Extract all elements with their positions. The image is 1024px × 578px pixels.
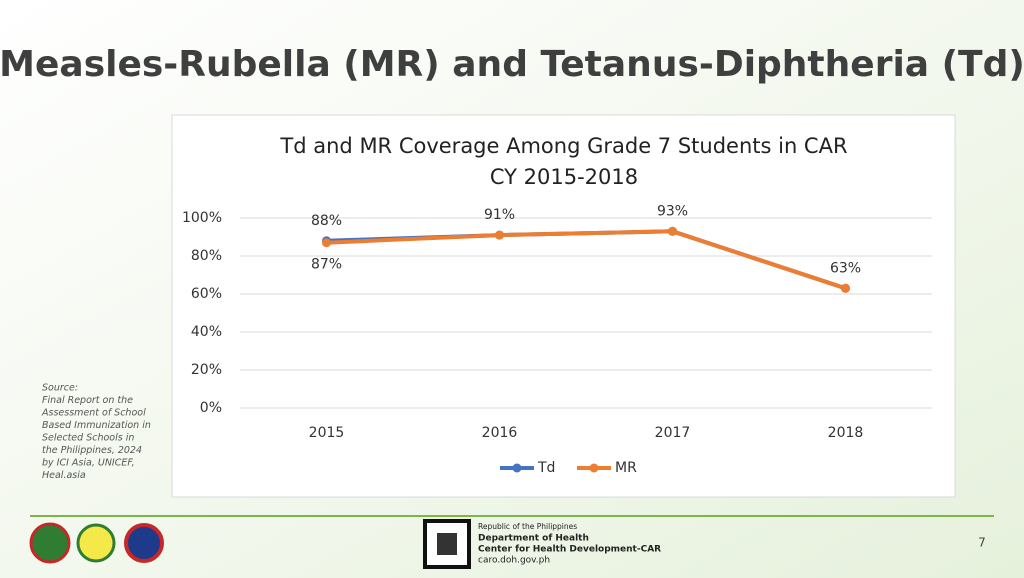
- source-line: Source:: [42, 383, 78, 394]
- page-number: 7: [978, 536, 986, 550]
- legend-swatch: [512, 463, 522, 473]
- footer-line: Department of Health: [478, 534, 589, 544]
- x-tick-label: 2017: [655, 425, 691, 441]
- source-line: Heal.asia: [42, 470, 86, 481]
- data-label: 91%: [484, 207, 515, 223]
- marker: [668, 226, 677, 236]
- y-tick-label: 20%: [191, 362, 222, 378]
- source-line: Final Report on the: [42, 395, 133, 406]
- marker: [495, 230, 504, 240]
- source-line: Assessment of School: [41, 408, 146, 419]
- legend-swatch: [589, 463, 599, 473]
- source-line: by ICI Asia, UNICEF,: [42, 458, 135, 469]
- line: [326, 229, 847, 291]
- source-line: Based Immunization in: [42, 420, 151, 431]
- footer-line: Republic of the Philippines: [478, 522, 577, 531]
- legend-label: MR: [615, 460, 637, 476]
- footer-line: Center for Health Development-CAR: [478, 545, 661, 555]
- x-tick-label: 2015: [309, 425, 345, 441]
- source-line: the Philippines, 2024: [42, 445, 142, 456]
- data-label: 88%: [311, 213, 342, 229]
- logo: [76, 523, 116, 563]
- logo: [29, 522, 71, 564]
- logo: [124, 523, 164, 563]
- slide-title: Measles-Rubella (MR) and Tetanus-Diphthe…: [0, 44, 1024, 85]
- y-tick-label: 0%: [200, 400, 222, 416]
- chart-frame: [171, 114, 956, 498]
- source-line: Selected Schools in: [42, 433, 134, 444]
- y-tick-label: 100%: [182, 210, 222, 226]
- data-label: 93%: [657, 203, 688, 219]
- source-note: Source:Final Report on the Assessment of …: [41, 383, 151, 482]
- marker: [322, 238, 331, 248]
- y-tick-label: 40%: [191, 324, 222, 340]
- qr-code: [437, 533, 457, 555]
- data-label: 87%: [311, 257, 342, 273]
- legend-label: Td: [537, 460, 555, 476]
- chart-subtitle: CY 2015-2018: [490, 165, 638, 189]
- data-label: 63%: [830, 260, 861, 276]
- marker: [841, 283, 850, 293]
- y-tick-label: 60%: [191, 286, 222, 302]
- y-tick-label: 80%: [191, 248, 222, 264]
- x-tick-label: 2016: [482, 425, 518, 441]
- chart-title: Td and MR Coverage Among Grade 7 Student…: [279, 134, 847, 158]
- x-tick-label: 2018: [828, 425, 864, 441]
- footer-text: Republic of the Philippines Department of…: [478, 522, 661, 566]
- footer-line: caro.doh.gov.ph: [478, 556, 550, 566]
